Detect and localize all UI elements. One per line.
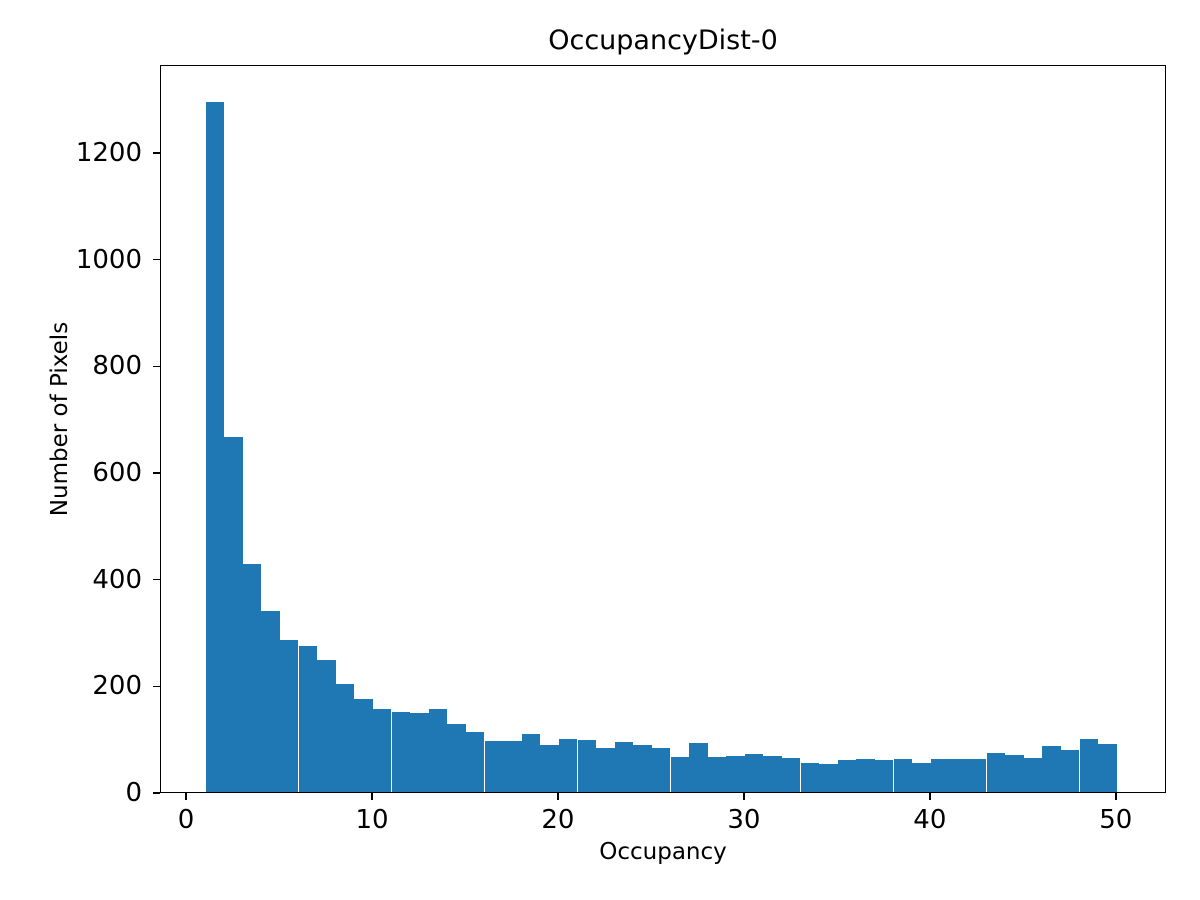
histogram-bar: [484, 740, 503, 792]
histogram-bar: [205, 102, 225, 792]
histogram-bar: [930, 758, 950, 792]
histogram-bar: [335, 684, 355, 792]
histogram-bar: [298, 646, 317, 792]
y-tick-mark: [153, 258, 160, 261]
histogram-bar: [596, 748, 615, 792]
x-tick-label: 10: [355, 805, 389, 835]
y-axis-label: Number of Pixels: [47, 321, 73, 517]
histogram-bar: [1079, 738, 1098, 792]
chart-title: OccupancyDist-0: [548, 25, 778, 56]
y-tick-label: 1200: [75, 138, 142, 168]
histogram-bar: [782, 758, 801, 792]
histogram-bar: [391, 712, 410, 792]
histogram-bar: [856, 758, 875, 792]
histogram-bar: [763, 756, 782, 792]
x-tick-mark: [557, 793, 559, 800]
y-tick-label: 400: [92, 564, 142, 595]
histogram-bar: [317, 659, 336, 792]
histogram-bar: [689, 743, 708, 792]
histogram-bar: [242, 564, 262, 792]
histogram-bar: [800, 762, 820, 792]
histogram-bar: [447, 723, 466, 792]
histogram-bar: [1098, 744, 1117, 792]
x-tick-label: 40: [913, 805, 947, 835]
x-tick-mark: [743, 793, 745, 800]
histogram-bar: [651, 747, 671, 792]
histogram-bar: [428, 709, 448, 792]
histogram-bars: [161, 66, 1165, 792]
plot-area: [160, 65, 1166, 793]
y-tick-mark: [153, 792, 160, 794]
histogram-bar: [1005, 754, 1024, 792]
y-tick-mark: [153, 472, 160, 474]
y-tick-mark: [153, 365, 160, 368]
x-tick-mark: [185, 793, 187, 800]
histogram-bar: [986, 753, 1006, 792]
histogram-bar: [354, 699, 373, 792]
histogram-bar: [707, 757, 727, 792]
histogram-bar: [837, 760, 857, 792]
x-axis-label: Occupancy: [599, 839, 727, 865]
x-tick-mark: [371, 793, 373, 800]
y-tick-label: 0: [125, 778, 142, 808]
x-tick-label: 0: [177, 805, 195, 835]
histogram-bar: [726, 755, 745, 792]
x-tick-mark: [1114, 793, 1117, 800]
histogram-bar: [893, 758, 913, 792]
histogram-bar: [521, 733, 541, 792]
histogram-bar: [1061, 750, 1080, 792]
histogram-bar: [261, 611, 280, 792]
histogram-bar: [819, 764, 838, 792]
y-tick-mark: [153, 152, 160, 154]
histogram-bar: [744, 753, 764, 792]
y-tick-mark: [153, 578, 160, 581]
histogram-bar: [968, 758, 987, 792]
y-tick-mark: [153, 685, 160, 688]
y-tick-label: 200: [92, 671, 142, 702]
histogram-bar: [633, 745, 652, 792]
histogram-bar: [614, 742, 634, 792]
histogram-bar: [224, 437, 243, 792]
y-tick-label: 1000: [75, 244, 142, 275]
x-tick-mark: [929, 793, 931, 800]
histogram-bar: [503, 740, 522, 792]
histogram-bar: [372, 708, 392, 792]
histogram-bar: [875, 760, 894, 792]
histogram-bar: [465, 731, 485, 792]
x-tick-label: 50: [1099, 805, 1133, 835]
histogram-bar: [670, 757, 689, 792]
x-tick-label: 30: [727, 805, 761, 835]
histogram-bar: [558, 738, 578, 792]
histogram-bar: [410, 712, 429, 792]
x-tick-label: 20: [541, 805, 575, 835]
histogram-bar: [949, 758, 968, 792]
histogram-bar: [1023, 757, 1043, 792]
histogram-bar: [577, 740, 596, 792]
histogram-bar: [280, 640, 299, 792]
histogram-bar: [912, 762, 931, 792]
histogram-bar: [540, 745, 559, 792]
histogram-bar: [1042, 745, 1061, 792]
